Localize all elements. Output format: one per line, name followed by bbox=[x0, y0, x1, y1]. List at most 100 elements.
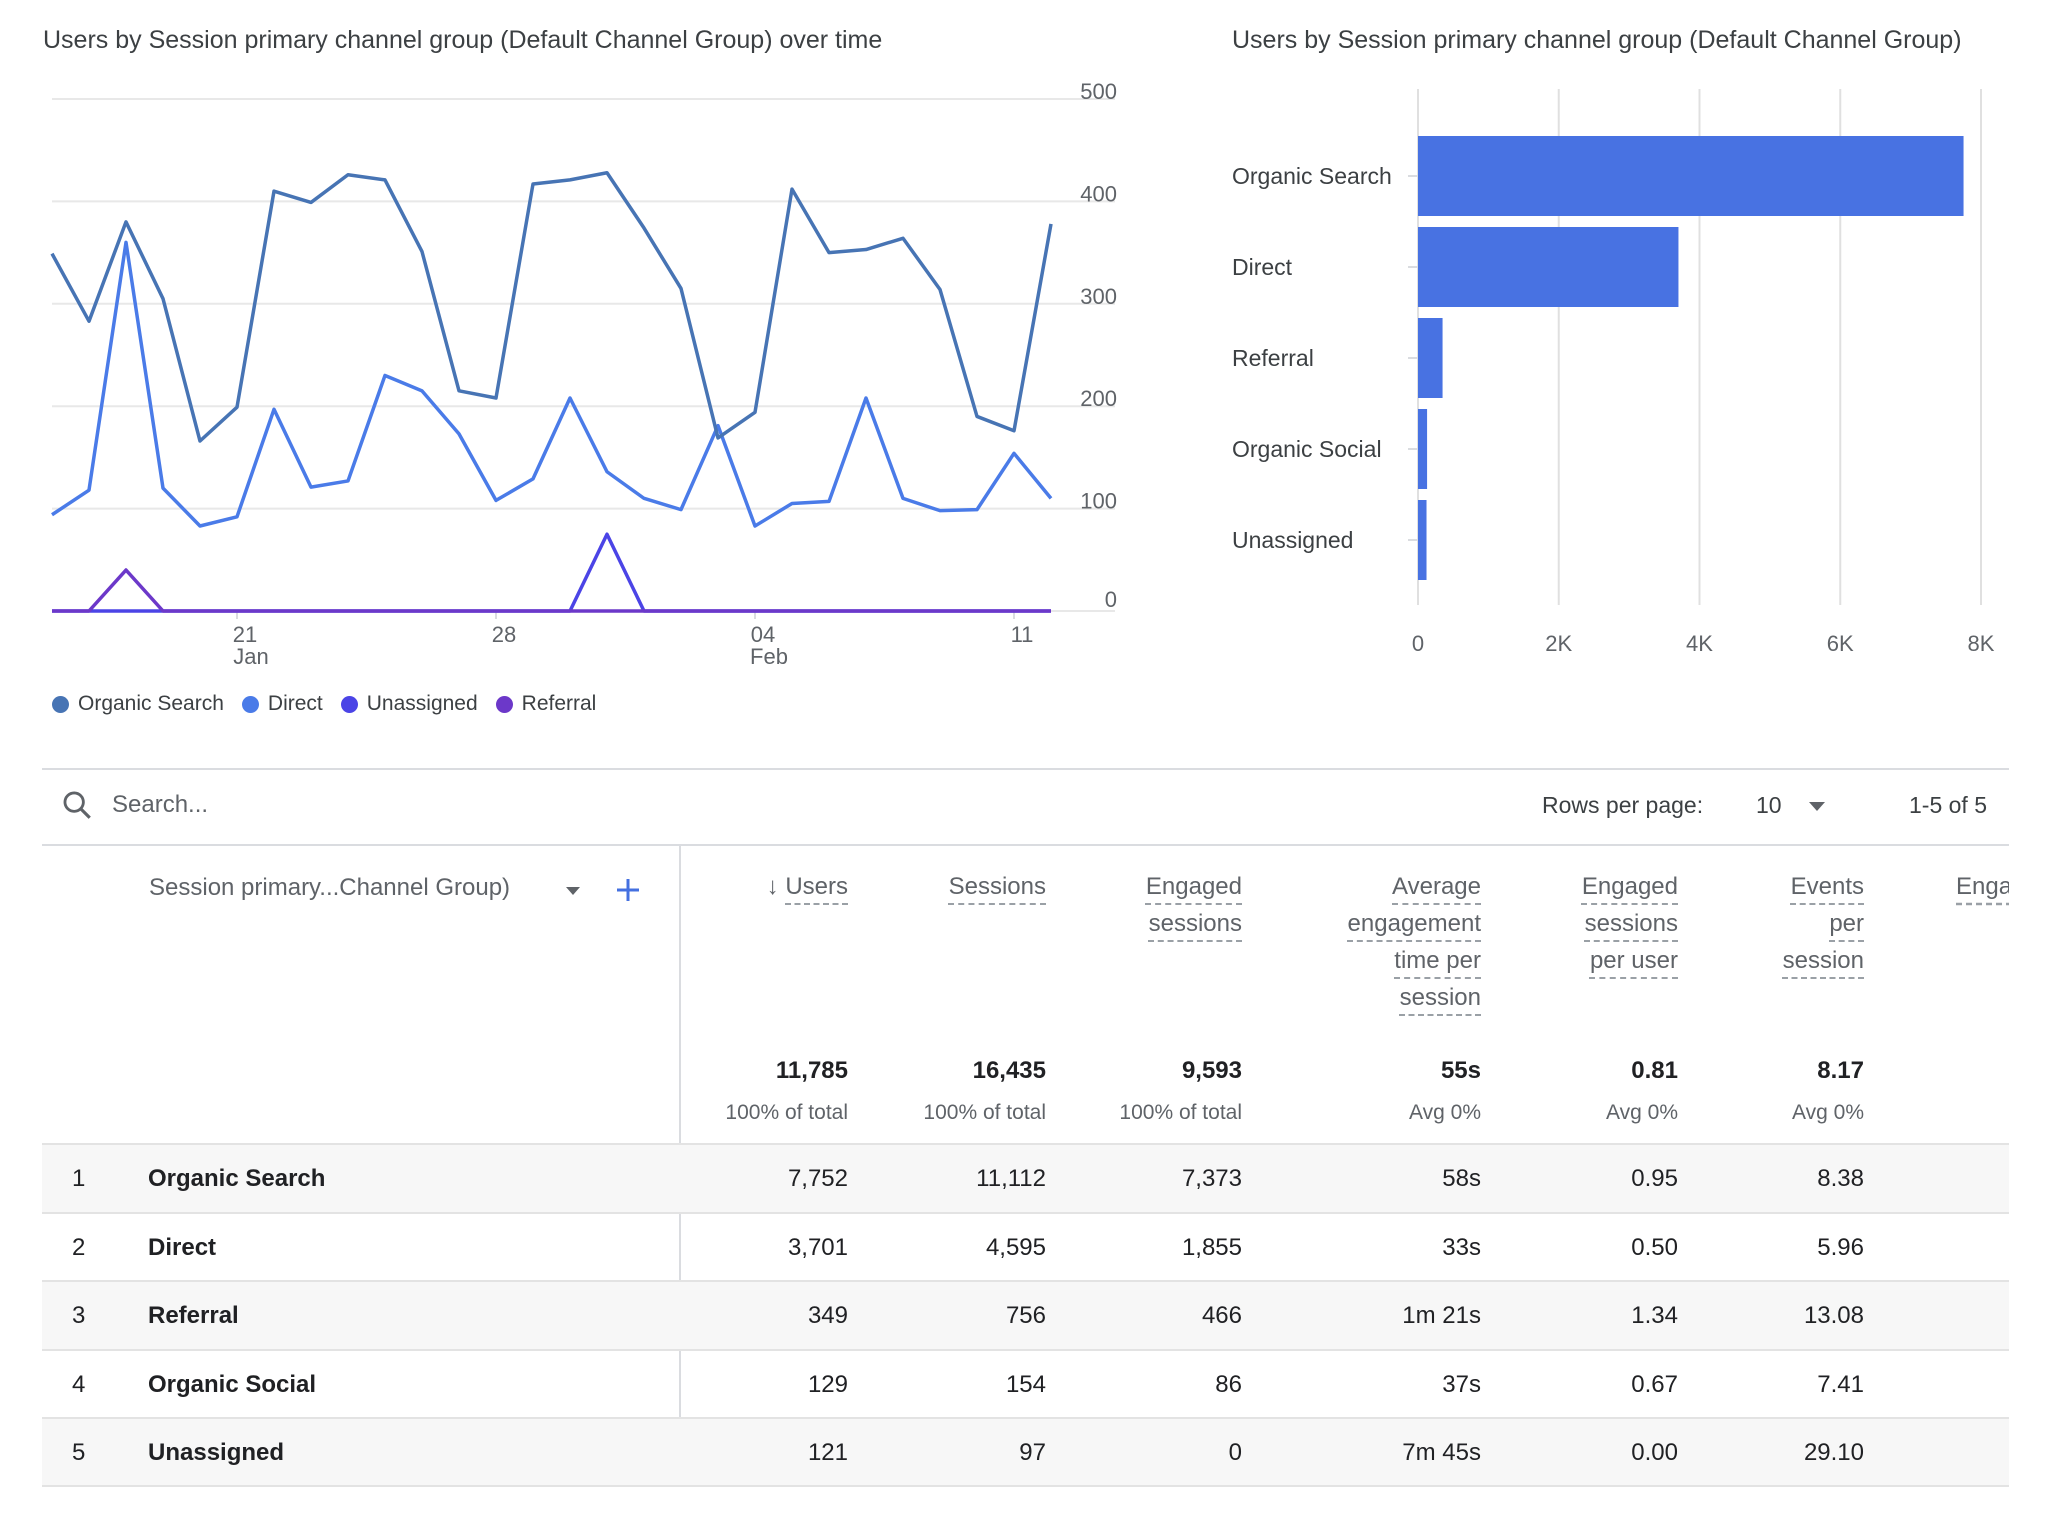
row-dimension-value: Unassigned bbox=[148, 1439, 285, 1466]
x-tick-label: 11 bbox=[1011, 622, 1034, 647]
dimension-dropdown-icon[interactable] bbox=[565, 886, 581, 897]
column-total-subtext: 100% of total bbox=[923, 1101, 1046, 1124]
row-metric-value: 33s bbox=[1442, 1233, 1481, 1261]
row-metric-value: 5.96 bbox=[1817, 1233, 1864, 1261]
legend-dot-icon bbox=[52, 695, 69, 713]
y-tick-label: 300 bbox=[1080, 284, 1117, 309]
column-header[interactable]: Sessions bbox=[846, 868, 1046, 905]
legend-item[interactable]: Unassigned bbox=[340, 692, 478, 716]
bar-chart: 0 2K 4K 6K 8K Organic Search Direct Referral Org… bbox=[1232, 89, 1995, 656]
series-line-referral[interactable] bbox=[52, 568, 1051, 613]
row-metric-value: 97 bbox=[1019, 1439, 1046, 1466]
search-input[interactable]: Search... bbox=[112, 791, 209, 818]
y-tick-label: 200 bbox=[1080, 386, 1117, 411]
search-icon bbox=[63, 791, 91, 819]
column-total: 11,785 bbox=[775, 1057, 848, 1084]
row-metric-value: 0 bbox=[1228, 1439, 1242, 1466]
column-header[interactable]: Events per session bbox=[1664, 868, 1864, 979]
row-metric-value: 349 bbox=[807, 1302, 848, 1329]
add-dimension-icon[interactable] bbox=[615, 877, 641, 903]
column-total-subtext: 100% of total bbox=[1119, 1101, 1242, 1124]
chevron-down-icon[interactable] bbox=[1808, 801, 1826, 813]
dimension-header[interactable]: Session primary...Channel Group) bbox=[149, 874, 511, 901]
column-total: 9,593 bbox=[1181, 1057, 1242, 1084]
series-line-organic-search[interactable] bbox=[50, 170, 1053, 443]
row-metric-value: 1,855 bbox=[1181, 1233, 1242, 1261]
y-tick-label: 0 bbox=[1105, 587, 1117, 612]
column-header[interactable]: Engaged sessions bbox=[1042, 868, 1242, 942]
row-metric-value: 7,373 bbox=[1181, 1165, 1242, 1192]
table-row[interactable]: 2 Direct 3,701 4,595 1,855 33s 0.50 5.96 bbox=[42, 1211, 2009, 1282]
x-tick-label: 2K bbox=[1545, 631, 1572, 656]
y-tick-label: 500 bbox=[1080, 79, 1117, 104]
table-row[interactable]: 3 Referral 349 756 466 1m 21s 1.34 13.08 bbox=[42, 1280, 2009, 1350]
row-metric-value: 3,701 bbox=[787, 1233, 848, 1261]
column-header-label: Sessions bbox=[948, 873, 1046, 900]
column-total-subtext: Avg 0% bbox=[1606, 1101, 1678, 1124]
column-header[interactable]: Average engagement time per session bbox=[1281, 868, 1481, 1016]
rows-per-page-select[interactable]: 10 bbox=[1756, 792, 1782, 818]
table-row[interactable]: 1 Organic Search 7,752 11,112 7,373 58s 0.95 8.… bbox=[42, 1143, 2009, 1213]
row-metric-value: 86 bbox=[1215, 1370, 1242, 1398]
column-header-label: sessions bbox=[1148, 910, 1242, 937]
legend-label: Direct bbox=[267, 692, 323, 715]
row-metric-value: 1.34 bbox=[1631, 1302, 1678, 1329]
column-header-label: per user bbox=[1589, 947, 1678, 974]
x-tick-month: Jan bbox=[233, 644, 268, 669]
bar-unassigned[interactable] bbox=[1418, 500, 1427, 580]
legend-label: Unassigned bbox=[366, 692, 478, 715]
column-header-label: Average bbox=[1392, 873, 1481, 900]
row-metric-value: 8.38 bbox=[1817, 1165, 1864, 1192]
column-header-label: engagement bbox=[1347, 910, 1481, 937]
legend-dot-icon bbox=[340, 695, 358, 713]
x-tick-label: 28 bbox=[492, 622, 516, 647]
row-metric-value: 13.08 bbox=[1803, 1302, 1864, 1329]
row-metric-value: 129 bbox=[807, 1370, 848, 1398]
column-total: 16,435 bbox=[972, 1057, 1046, 1084]
row-metric-value: 29.10 bbox=[1803, 1439, 1864, 1466]
series-line-unassigned[interactable] bbox=[52, 532, 1051, 613]
sort-arrow-down-icon[interactable]: ↓ bbox=[766, 873, 786, 900]
x-tick-label: 4K bbox=[1686, 631, 1713, 656]
row-dimension-value: Referral bbox=[148, 1302, 239, 1329]
divider bbox=[42, 844, 2009, 846]
row-rank: 3 bbox=[72, 1302, 86, 1329]
pagination-range: 1-5 of 5 bbox=[1909, 792, 1987, 818]
series-line-direct[interactable] bbox=[51, 240, 1053, 528]
bar-organic-social[interactable] bbox=[1418, 409, 1428, 489]
column-header[interactable]: ↓ Users bbox=[648, 868, 848, 905]
row-rank: 2 bbox=[72, 1233, 86, 1261]
table-row[interactable]: 5 Unassigned 121 97 0 7m 45s 0.00 29.10 bbox=[42, 1417, 2009, 1487]
column-total: 0.81 bbox=[1631, 1057, 1678, 1084]
category-label: Unassigned bbox=[1232, 527, 1353, 553]
x-tick-label: 21 bbox=[233, 622, 257, 647]
line-chart-title: Users by Session primary channel group (… bbox=[43, 26, 883, 54]
x-tick-label: 0 bbox=[1412, 631, 1424, 656]
row-metric-value: 0.50 bbox=[1631, 1233, 1678, 1261]
clipped-column: Enga bbox=[1940, 0, 2009, 1516]
bar-referral[interactable] bbox=[1418, 318, 1443, 398]
row-metric-value: 1m 21s bbox=[1402, 1302, 1481, 1329]
legend-item[interactable]: Referral bbox=[495, 692, 596, 716]
column-header-label: Events bbox=[1790, 873, 1864, 900]
row-metric-value: 4,595 bbox=[985, 1233, 1046, 1261]
legend-item[interactable]: Organic Search bbox=[52, 692, 224, 716]
column-header-label: session bbox=[1399, 984, 1481, 1011]
bar-chart-title: Users by Session primary channel group (… bbox=[1232, 26, 1962, 54]
row-dimension-value: Direct bbox=[148, 1233, 217, 1261]
table-row[interactable]: 4 Organic Social 129 154 86 37s 0.67 7.41 bbox=[42, 1348, 2009, 1419]
row-metric-value: 0.95 bbox=[1631, 1165, 1678, 1192]
legend-dot-icon bbox=[241, 695, 259, 713]
divider bbox=[42, 1485, 2009, 1487]
column-total: 55s bbox=[1440, 1057, 1481, 1084]
bar-direct[interactable] bbox=[1418, 227, 1679, 307]
column-header[interactable]: Engaged sessions per user bbox=[1478, 868, 1678, 979]
row-rank: 1 bbox=[72, 1165, 86, 1192]
search-box[interactable]: Search... bbox=[60, 788, 208, 822]
column-total-subtext: Avg 0% bbox=[1792, 1101, 1864, 1124]
legend-item[interactable]: Direct bbox=[241, 692, 323, 716]
column-header-label: session bbox=[1782, 947, 1864, 974]
column-header-label: sessions bbox=[1584, 910, 1678, 937]
bar-organic-search[interactable] bbox=[1418, 136, 1964, 216]
column-header-clipped[interactable]: Enga bbox=[1956, 873, 2009, 900]
